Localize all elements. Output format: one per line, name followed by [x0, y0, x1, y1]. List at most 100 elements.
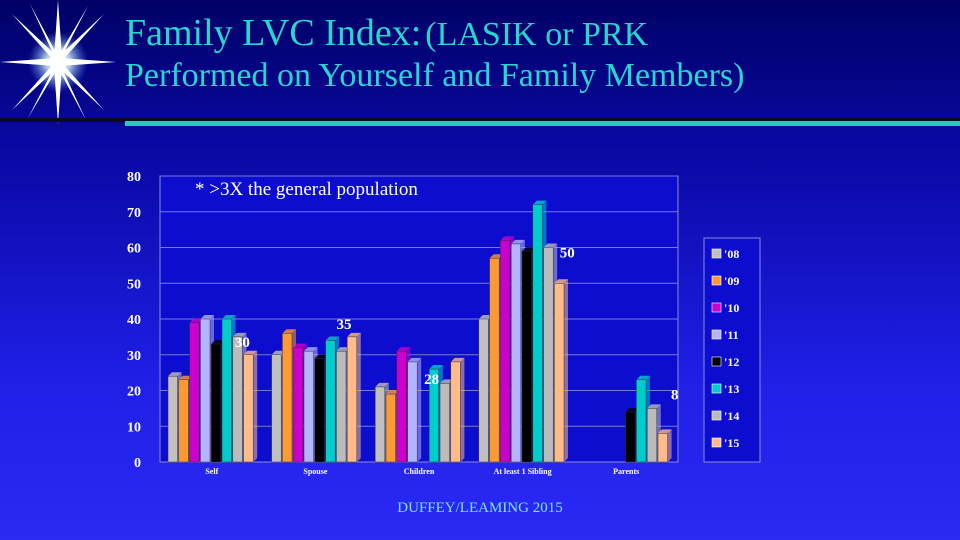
bar-top	[489, 254, 504, 259]
bar-top	[554, 279, 568, 284]
x-tick-label: Parents	[613, 467, 639, 476]
bar-top	[375, 382, 389, 387]
legend-swatch	[711, 275, 722, 286]
bar	[428, 368, 440, 463]
bar	[554, 283, 565, 463]
title-divider-dark	[0, 118, 960, 122]
bar-top	[271, 350, 286, 355]
bar-top	[625, 407, 640, 412]
y-tick-label: 60	[127, 242, 141, 257]
bar	[336, 350, 347, 463]
bar	[243, 354, 254, 463]
bar-top	[543, 243, 558, 248]
legend-box	[703, 237, 761, 463]
bar-top	[429, 365, 443, 370]
bar-top	[636, 375, 650, 380]
legend-label: '14	[724, 409, 739, 423]
bar-top	[189, 318, 204, 323]
title-main: Family LVC Index:	[125, 12, 422, 54]
legend: '08 '09 '10 '11 '12 '13 '14 '15	[703, 237, 761, 463]
bar	[500, 240, 511, 463]
legend-swatch	[711, 302, 722, 313]
bar-top	[407, 357, 422, 362]
bar	[282, 333, 293, 463]
bar-top	[222, 315, 236, 319]
bar-top	[450, 357, 465, 362]
y-axis-ticks: 0 10 20 30 40 50 60 70 80	[127, 170, 141, 471]
bar-top	[200, 315, 214, 319]
bar-top	[282, 329, 296, 334]
legend-swatch	[711, 383, 722, 394]
x-tick-label: At least 1 Sibling	[494, 467, 552, 476]
bar	[221, 318, 232, 463]
bar	[450, 361, 461, 463]
bar-top	[178, 375, 193, 380]
legend-label: '09	[724, 274, 739, 288]
bar-top	[211, 340, 225, 345]
y-tick-label: 30	[127, 349, 141, 364]
legend-swatch	[711, 356, 722, 367]
bar-top	[325, 336, 340, 341]
bar	[625, 411, 636, 463]
y-tick-label: 70	[127, 206, 141, 221]
legend-label: '13	[724, 382, 739, 396]
title-paren-1: (LASIK or PRK	[425, 16, 649, 53]
bar	[543, 247, 554, 463]
bar	[385, 393, 396, 463]
bar-top	[168, 372, 182, 377]
bars	[167, 200, 672, 463]
bar	[636, 379, 647, 463]
bar-top	[522, 247, 536, 252]
legend-swatch	[711, 410, 722, 421]
bar-top	[396, 347, 411, 352]
bar-top	[647, 404, 661, 409]
bar	[532, 204, 543, 463]
bar-side	[356, 332, 361, 462]
legend-label: '10	[724, 301, 739, 315]
bar	[439, 383, 450, 463]
footer-credit: DUFFEY/LEAMING 2015	[397, 500, 563, 516]
x-tick-label: Children	[404, 467, 435, 476]
bar-top	[500, 236, 514, 241]
bar-top	[511, 239, 525, 244]
title-divider-teal	[125, 121, 960, 126]
value-label: 50	[560, 245, 575, 261]
bar-top	[232, 332, 247, 337]
x-tick-label: Self	[205, 467, 218, 476]
y-tick-label: 20	[127, 385, 141, 400]
legend-swatch	[711, 329, 722, 340]
bar	[314, 358, 325, 463]
bar	[396, 350, 407, 463]
bar	[271, 354, 282, 463]
bar-side	[460, 357, 465, 462]
starburst-logo-icon	[0, 0, 116, 124]
bar-top	[440, 379, 454, 384]
bar-top	[478, 315, 493, 319]
y-tick-label: 10	[127, 420, 141, 435]
y-tick-label: 40	[127, 313, 141, 328]
bar	[303, 350, 314, 463]
bar	[374, 386, 386, 463]
x-tick-label: Spouse	[303, 467, 327, 476]
bar-side	[417, 357, 422, 462]
bar-top	[532, 200, 547, 205]
bar	[346, 336, 358, 463]
legend-label: '12	[724, 355, 739, 369]
y-tick-label: 80	[127, 170, 141, 185]
bar	[232, 336, 243, 463]
bar	[210, 343, 222, 463]
value-label: 35	[337, 317, 352, 333]
bar	[167, 375, 178, 463]
bar	[657, 433, 668, 463]
bar	[646, 408, 658, 463]
bar	[407, 361, 418, 463]
chart-annotation: * >3X the general population	[195, 179, 418, 200]
bar-side	[564, 279, 568, 462]
bar-top	[243, 350, 258, 355]
bar	[200, 318, 211, 463]
legend-swatch	[711, 437, 722, 448]
bar-top	[293, 343, 307, 348]
bar	[189, 322, 200, 463]
bar	[521, 250, 532, 463]
